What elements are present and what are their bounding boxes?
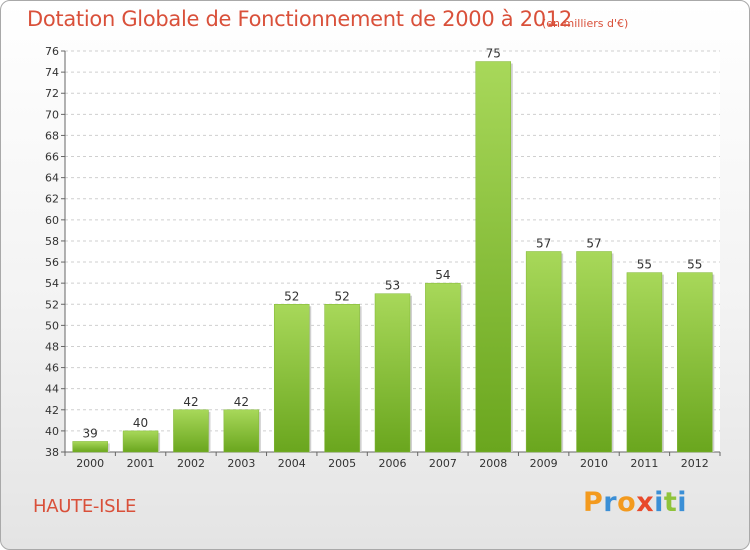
y-tick-label: 62	[45, 193, 59, 206]
x-tick-label: 2002	[177, 457, 205, 470]
bar-2006	[374, 293, 411, 453]
bar-2000	[72, 441, 108, 453]
value-label: 57	[586, 237, 601, 251]
y-tick-label: 52	[45, 298, 59, 311]
x-tick-label: 2006	[379, 457, 407, 470]
bar-2002	[173, 409, 209, 453]
bar-2003	[223, 409, 260, 453]
y-tick-label: 72	[45, 87, 59, 100]
x-tick-label: 2010	[580, 457, 608, 470]
x-tick-label: 2003	[227, 457, 255, 470]
x-tick-label: 2001	[127, 457, 155, 470]
y-tick-label: 70	[45, 108, 59, 121]
x-tick-label: 2007	[429, 457, 457, 470]
x-tick-label: 2009	[530, 457, 558, 470]
value-label: 42	[234, 395, 249, 409]
commune-name: HAUTE-ISLE	[33, 496, 137, 517]
bar-2011	[626, 272, 663, 453]
x-tick-label: 2004	[278, 457, 306, 470]
value-label: 55	[637, 258, 652, 272]
value-label: 53	[385, 279, 400, 293]
bar-2009	[525, 251, 562, 453]
value-label: 40	[133, 416, 148, 430]
y-tick-label: 42	[45, 404, 59, 417]
y-tick-label: 50	[45, 319, 59, 332]
y-tick-label: 58	[45, 235, 59, 248]
y-tick-label: 66	[45, 151, 59, 164]
labels: 38 40 42 44 46 48 50 52 54 56 58 60 62 64 66 68 70 72 74 76…	[45, 45, 709, 470]
chart-title: Dotation Globale de Fonctionnement de 20…	[27, 7, 572, 31]
y-tick-label: 60	[45, 214, 59, 227]
y-tick-label: 46	[45, 362, 59, 375]
bars	[72, 61, 715, 453]
y-tick-label: 48	[45, 340, 59, 353]
y-tick-label: 54	[45, 277, 59, 290]
logo-letter: P	[583, 487, 604, 518]
y-tick-label: 38	[45, 446, 59, 459]
bar-2012	[677, 272, 713, 453]
x-tick-label: 2012	[681, 457, 709, 470]
bar-2010	[576, 251, 612, 453]
x-tick-label: 2011	[630, 457, 658, 470]
bar-2001	[122, 430, 159, 453]
value-label: 54	[435, 268, 450, 282]
bar-2007	[425, 282, 461, 453]
value-label: 52	[284, 289, 299, 303]
bar-2004	[273, 304, 310, 453]
x-tick-label: 2008	[479, 457, 507, 470]
logo-letter: x	[636, 487, 655, 518]
logo-letter: i	[677, 487, 688, 518]
value-label: 52	[334, 289, 349, 303]
value-label: 55	[687, 258, 702, 272]
y-tick-label: 64	[45, 172, 59, 185]
bar-2005	[324, 304, 360, 453]
bar-2008	[475, 61, 512, 453]
value-label: 75	[486, 47, 501, 61]
logo-letter: o	[617, 487, 637, 518]
y-tick-label: 68	[45, 129, 59, 142]
x-tick-label: 2005	[328, 457, 356, 470]
logo-letter: r	[603, 487, 618, 518]
y-tick-label: 56	[45, 256, 59, 269]
logo-letter: i	[654, 487, 664, 518]
value-label: 39	[83, 426, 98, 440]
x-tick-label: 2000	[76, 457, 104, 470]
y-tick-label: 76	[45, 45, 59, 58]
y-tick-label: 44	[45, 383, 59, 396]
y-tick-label: 40	[45, 425, 59, 438]
value-label: 57	[536, 237, 551, 251]
proxiti-logo[interactable]: Proxiti	[583, 487, 687, 518]
y-tick-label: 74	[45, 66, 59, 79]
value-label: 42	[183, 395, 198, 409]
unit-note: (en milliers d'€)	[542, 17, 629, 30]
logo-letter: t	[663, 487, 678, 518]
